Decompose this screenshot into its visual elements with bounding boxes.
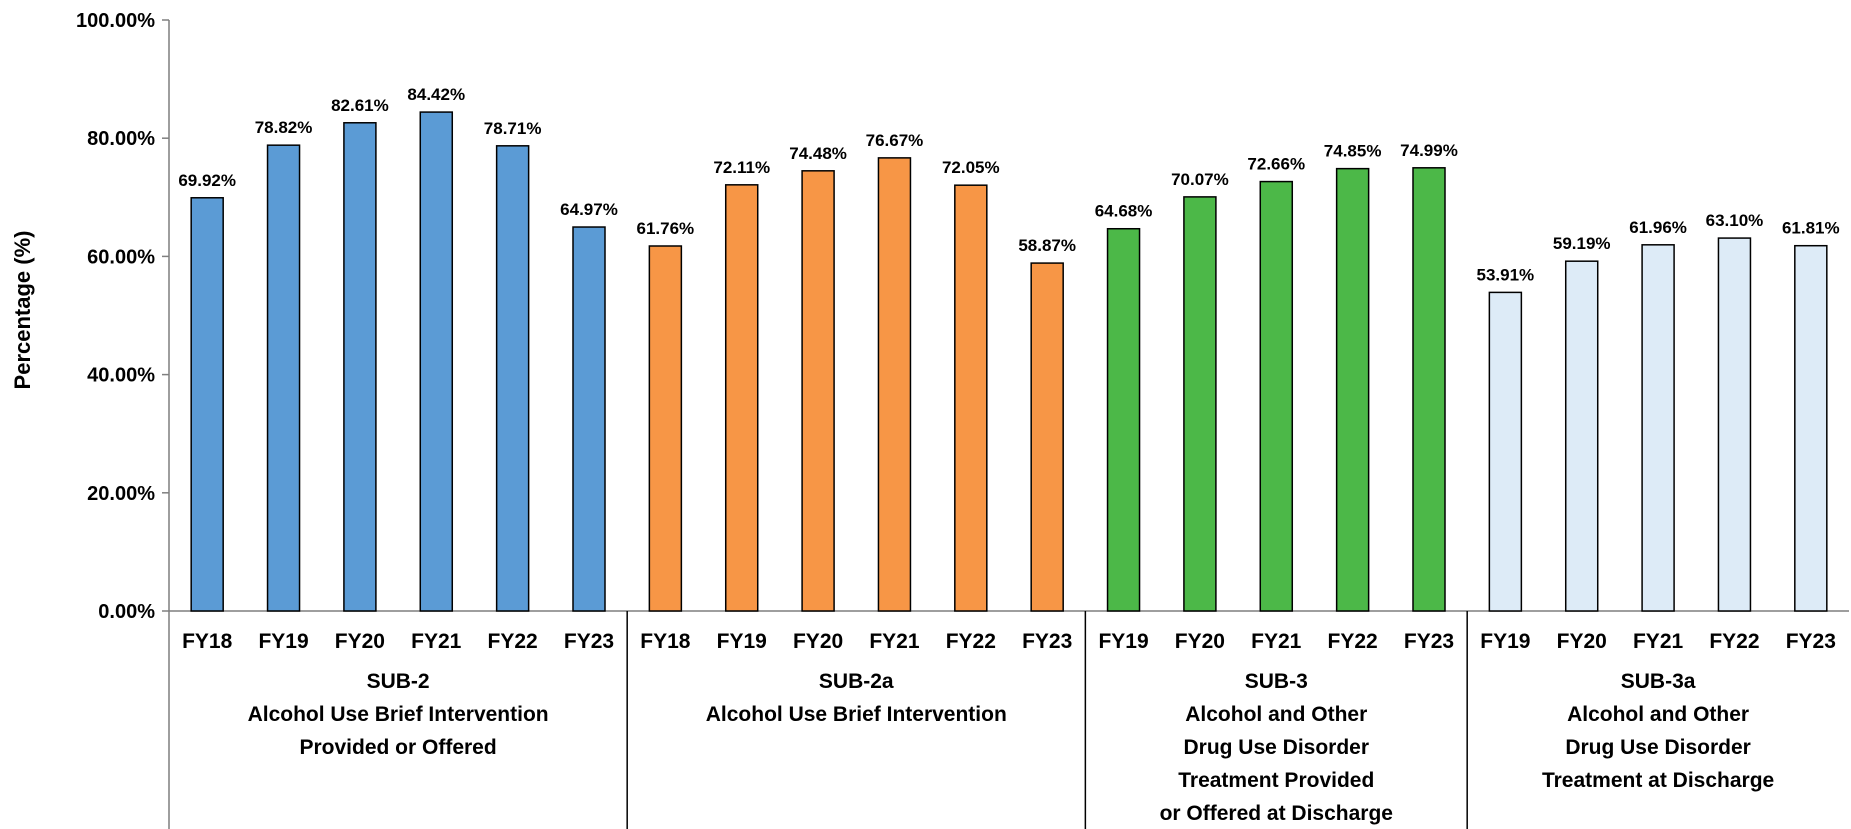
x-tick-label: FY22 <box>488 630 538 653</box>
x-tick-label: FY19 <box>717 630 767 653</box>
group-label: SUB-3a <box>1621 670 1696 693</box>
data-label: 78.82% <box>255 118 313 137</box>
data-label: 74.99% <box>1400 141 1458 160</box>
x-tick-label: FY19 <box>1480 630 1530 653</box>
x-tick-label: FY20 <box>1175 630 1225 653</box>
bar <box>1564 260 1599 612</box>
x-tick-label: FY19 <box>258 630 308 653</box>
bar <box>495 145 530 612</box>
group-label: Treatment at Discharge <box>1542 769 1774 792</box>
group-label: Treatment Provided <box>1178 769 1374 792</box>
group-label: Alcohol and Other <box>1567 703 1749 726</box>
data-label: 61.76% <box>637 219 695 238</box>
bar <box>1335 167 1370 612</box>
x-tick-label: FY20 <box>1557 630 1607 653</box>
bar-group: 64.68% FY19 70.07% FY20 72.66% FY21 74.85% FY22… <box>1095 141 1468 829</box>
y-axis: 0.00% 20.00% 40.00% 60.00% 80.00% 100.00% <box>76 10 1849 829</box>
bar-group: 69.92% FY18 78.82% FY19 82.61% FY20 84.42% FY21… <box>178 85 628 829</box>
bar <box>801 170 835 612</box>
bar <box>724 184 759 612</box>
data-label: 69.92% <box>178 171 236 190</box>
bar <box>877 157 912 612</box>
group-label: or Offered at Discharge <box>1160 802 1393 825</box>
x-tick-label: FY23 <box>1022 630 1072 653</box>
bar-group: 61.76% FY18 72.11% FY19 74.48% FY20 76.67% FY21… <box>637 131 1087 829</box>
x-tick-label: FY22 <box>1709 630 1759 653</box>
bar <box>266 144 301 612</box>
group-label: Provided or Offered <box>299 736 496 759</box>
data-label: 76.67% <box>866 131 924 150</box>
x-tick-label: FY20 <box>793 630 843 653</box>
bar <box>419 111 454 612</box>
data-label: 84.42% <box>407 85 465 104</box>
bar <box>1717 237 1752 612</box>
data-label: 58.87% <box>1018 236 1076 255</box>
data-label: 74.85% <box>1324 142 1382 161</box>
y-tick-label: 100.00% <box>76 10 155 32</box>
y-tick-label: 80.00% <box>87 128 155 150</box>
x-tick-label: FY20 <box>335 630 385 653</box>
data-label: 64.97% <box>560 200 618 219</box>
data-label: 61.96% <box>1629 218 1687 237</box>
group-label: Alcohol and Other <box>1185 703 1367 726</box>
plot-area: 69.92% FY18 78.82% FY19 82.61% FY20 84.42% FY21… <box>178 85 1840 829</box>
x-tick-label: FY19 <box>1098 630 1148 653</box>
y-tick-label: 60.00% <box>87 246 155 268</box>
bar <box>954 184 988 612</box>
group-label: Drug Use Disorder <box>1565 736 1751 759</box>
x-tick-label: FY21 <box>411 630 462 653</box>
group-label: SUB-3 <box>1245 670 1308 693</box>
group-label: SUB-2 <box>367 670 430 693</box>
bar <box>1641 244 1675 612</box>
data-label: 78.71% <box>484 119 542 138</box>
x-tick-label: FY21 <box>1633 630 1684 653</box>
data-label: 82.61% <box>331 96 389 115</box>
data-label: 74.48% <box>789 144 847 163</box>
bar <box>1488 291 1523 612</box>
x-tick-label: FY23 <box>1404 630 1454 653</box>
x-tick-label: FY23 <box>1786 630 1836 653</box>
bar <box>1183 196 1217 612</box>
data-label: 61.81% <box>1782 219 1840 238</box>
x-tick-label: FY23 <box>564 630 614 653</box>
data-label: 72.66% <box>1247 155 1305 174</box>
group-label: Drug Use Disorder <box>1183 736 1369 759</box>
x-tick-label: FY21 <box>869 630 920 653</box>
bar <box>343 122 377 612</box>
y-tick-label: 0.00% <box>98 601 155 623</box>
x-tick-label: FY18 <box>640 630 691 653</box>
x-tick-label: FY21 <box>1251 630 1302 653</box>
x-tick-label: FY22 <box>946 630 996 653</box>
bar <box>1412 167 1446 612</box>
group-label: Alcohol Use Brief Intervention <box>248 703 549 726</box>
y-axis-label: Percentage (%) <box>10 231 35 390</box>
data-label: 64.68% <box>1095 202 1153 221</box>
y-tick-label: 20.00% <box>87 483 155 505</box>
data-label: 63.10% <box>1706 211 1764 230</box>
data-label: 70.07% <box>1171 170 1229 189</box>
bar <box>1794 244 1828 612</box>
x-tick-label: FY22 <box>1328 630 1378 653</box>
y-tick-label: 40.00% <box>87 365 155 387</box>
data-label: 72.05% <box>942 158 1000 177</box>
bar <box>190 197 224 612</box>
data-label: 72.11% <box>713 158 770 177</box>
bar-group: 53.91% FY19 59.19% FY20 61.96% FY21 63.10% FY22… <box>1477 211 1840 792</box>
bar <box>1030 262 1064 612</box>
bar <box>648 245 683 612</box>
bar <box>1259 180 1294 612</box>
group-label: Alcohol Use Brief Intervention <box>706 703 1007 726</box>
group-label: SUB-2a <box>819 670 894 693</box>
data-label: 59.19% <box>1553 234 1611 253</box>
x-tick-label: FY18 <box>182 630 233 653</box>
bar <box>1106 227 1141 612</box>
data-label: 53.91% <box>1477 265 1535 284</box>
bar <box>572 226 606 612</box>
